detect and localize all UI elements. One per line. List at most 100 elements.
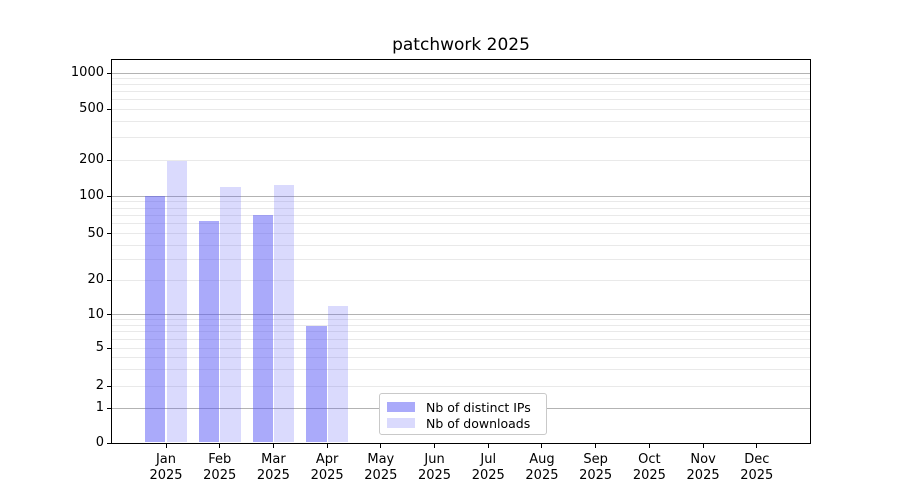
x-tick-label-line: May — [367, 452, 395, 467]
x-tick-label-line: 2025 — [525, 467, 559, 483]
y-tick-mark — [107, 279, 111, 281]
x-tick-mark — [165, 444, 167, 448]
x-tick-mark — [756, 444, 758, 448]
gridline-minor — [112, 84, 810, 86]
x-axis-tick-label: Jan 2025 — [138, 452, 194, 483]
y-axis-tick-label: 2 — [95, 378, 104, 393]
plot-area — [111, 59, 811, 444]
x-tick-label-line: Jun — [424, 452, 445, 467]
legend-item: Nb of distinct IPs — [387, 399, 539, 415]
bar-nb-of-downloads — [220, 186, 241, 443]
x-axis-tick-label: Jul 2025 — [460, 452, 516, 483]
y-tick-mark — [107, 442, 111, 444]
bar-nb-of-distinct-ips — [252, 214, 273, 443]
y-tick-mark — [107, 72, 111, 74]
x-tick-label-line: 2025 — [149, 467, 183, 483]
x-tick-label-line: 2025 — [686, 467, 720, 483]
x-tick-label-line: Sep — [583, 452, 608, 467]
x-axis-tick-label: Feb 2025 — [192, 452, 248, 483]
y-axis-tick-label: 0 — [95, 435, 104, 451]
y-axis-tick-label: 1000 — [70, 65, 104, 81]
gridline-minor — [112, 279, 810, 281]
gridline-minor — [112, 121, 810, 123]
y-axis-tick-label: 200 — [79, 152, 104, 167]
x-tick-label-line: 2025 — [310, 467, 344, 483]
x-axis-tick-label: May 2025 — [353, 452, 409, 483]
y-tick-mark — [107, 108, 111, 110]
x-tick-label-line: 2025 — [632, 467, 666, 483]
x-tick-mark — [219, 444, 221, 448]
x-tick-mark — [648, 444, 650, 448]
x-tick-label-line: Jan — [155, 452, 177, 467]
y-tick-mark — [107, 195, 111, 197]
bar-nb-of-downloads — [327, 305, 348, 443]
y-axis-tick-label: 20 — [87, 272, 104, 288]
gridline-minor — [112, 368, 810, 370]
x-axis-tick-label: Sep 2025 — [568, 452, 624, 483]
gridline-minor — [112, 223, 810, 225]
gridline-minor — [112, 233, 810, 235]
gridline-major — [112, 314, 810, 316]
gridline-minor — [112, 325, 810, 327]
gridline-minor — [112, 159, 810, 161]
y-tick-mark — [107, 407, 111, 409]
gridline-minor — [112, 207, 810, 209]
legend-item: Nb of downloads — [387, 415, 539, 431]
x-tick-label-line: Dec — [744, 452, 770, 467]
x-tick-label-line: Oct — [638, 452, 661, 467]
x-tick-label-line: 2025 — [364, 467, 398, 483]
gridline-minor — [112, 319, 810, 321]
gridline-minor — [112, 347, 810, 349]
y-axis-tick-label: 500 — [79, 101, 104, 117]
gridline-minor — [112, 137, 810, 139]
gridline-minor — [112, 356, 810, 358]
y-axis-tick-label: 50 — [87, 225, 104, 241]
x-tick-label-line: 2025 — [471, 467, 505, 483]
y-tick-mark — [107, 385, 111, 387]
x-tick-label-line: Jul — [480, 452, 497, 467]
x-axis-tick-label: Aug 2025 — [514, 452, 570, 483]
gridline-minor — [112, 338, 810, 340]
x-axis-tick-label: Mar 2025 — [245, 452, 301, 483]
legend-label: Nb of distinct IPs — [426, 399, 531, 415]
x-tick-label-line: 2025 — [256, 467, 290, 483]
x-tick-mark — [326, 444, 328, 448]
x-tick-label-line: Aug — [529, 452, 555, 467]
x-axis-tick-label: Oct 2025 — [621, 452, 677, 483]
x-tick-label-line: 2025 — [740, 467, 774, 483]
x-axis-tick-label: Dec 2025 — [729, 452, 785, 483]
x-tick-mark — [541, 444, 543, 448]
gridline-minor — [112, 91, 810, 93]
x-tick-mark — [487, 444, 489, 448]
gridline-minor — [112, 78, 810, 80]
gridline-minor — [112, 244, 810, 246]
x-tick-mark — [434, 444, 436, 448]
legend: Nb of distinct IPs Nb of downloads — [379, 393, 547, 435]
x-tick-label-line: Mar — [261, 452, 286, 467]
x-tick-label-line: 2025 — [417, 467, 452, 483]
x-tick-label-line: Nov — [690, 452, 716, 467]
x-tick-label-line: 2025 — [203, 467, 237, 483]
y-tick-mark — [107, 347, 111, 349]
x-axis-tick-label: Nov 2025 — [675, 452, 731, 483]
gridline-major — [112, 72, 810, 74]
x-tick-mark — [595, 444, 597, 448]
gridline-minor — [112, 259, 810, 261]
y-tick-mark — [107, 159, 111, 161]
x-tick-mark — [702, 444, 704, 448]
y-axis-tick-label: 5 — [95, 340, 104, 356]
legend-swatch-icon — [387, 418, 415, 428]
x-tick-label-line: Feb — [208, 452, 232, 467]
legend-swatch-icon — [387, 402, 415, 412]
y-axis-tick-label: 1 — [95, 400, 104, 416]
gridline-minor — [112, 331, 810, 333]
x-axis-tick-label: Jun 2025 — [407, 452, 463, 483]
y-tick-mark — [107, 314, 111, 316]
gridline-minor — [112, 99, 810, 101]
y-axis-tick-label: 10 — [87, 306, 104, 322]
x-axis-tick-label: Apr 2025 — [299, 452, 355, 483]
bar-nb-of-downloads — [273, 184, 295, 443]
gridline-minor — [112, 108, 810, 110]
x-tick-mark — [380, 444, 382, 448]
